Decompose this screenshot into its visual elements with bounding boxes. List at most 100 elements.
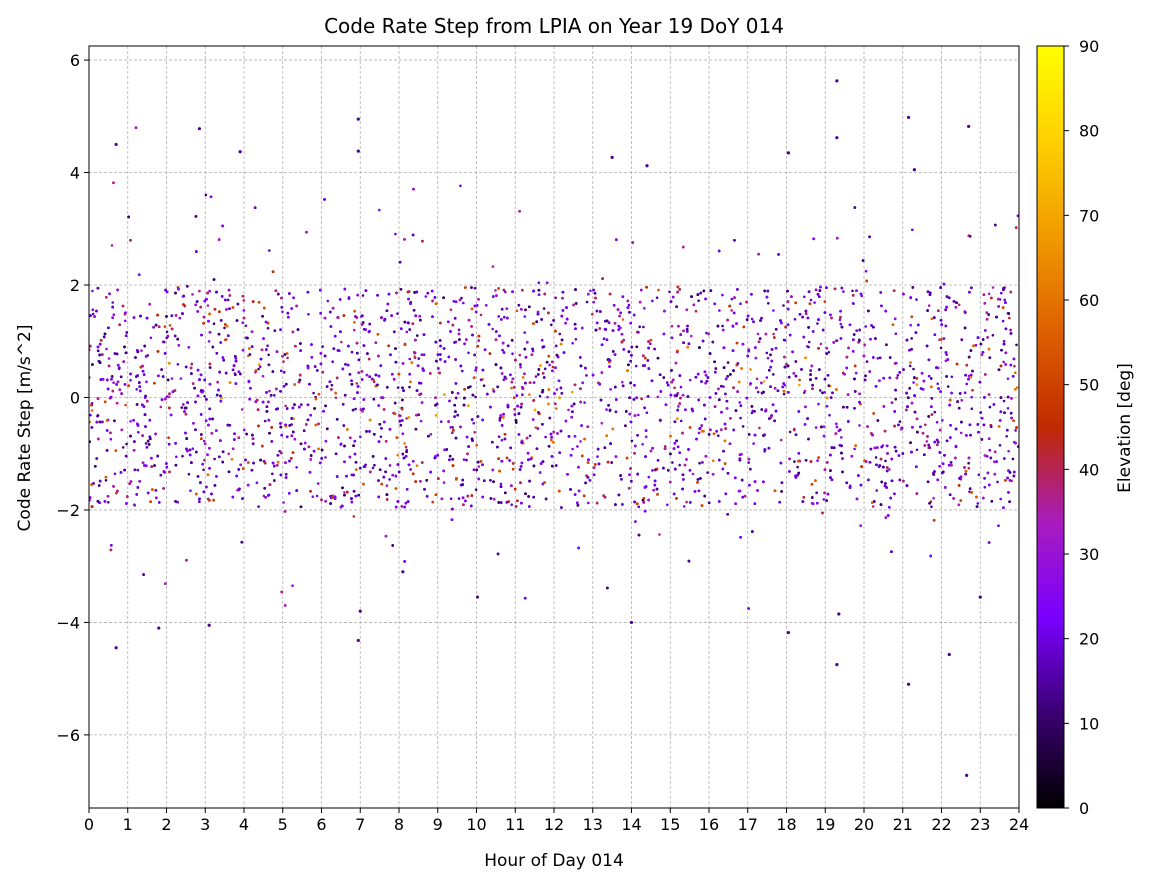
scatter-point xyxy=(546,395,549,399)
scatter-point xyxy=(1000,291,1003,295)
scatter-point xyxy=(473,286,477,290)
scatter-point xyxy=(721,324,724,328)
scatter-point xyxy=(697,431,701,435)
scatter-point xyxy=(255,481,259,485)
scatter-point xyxy=(467,351,470,355)
scatter-point xyxy=(396,453,400,457)
scatter-point xyxy=(123,319,127,323)
scatter-point xyxy=(1015,386,1019,389)
scatter-point xyxy=(915,448,919,452)
scatter-point xyxy=(278,449,282,453)
scatter-point xyxy=(202,439,206,443)
scatter-point xyxy=(876,357,880,360)
scatter-point xyxy=(531,349,535,353)
scatter-point xyxy=(838,318,842,322)
scatter-point xyxy=(758,426,761,430)
scatter-point xyxy=(295,466,298,469)
scatter-point xyxy=(477,465,481,468)
scatter-point xyxy=(677,405,680,408)
scatter-point xyxy=(136,468,140,472)
scatter-point xyxy=(537,281,541,285)
scatter-point xyxy=(388,478,391,481)
scatter-point xyxy=(721,293,724,297)
scatter-point xyxy=(198,289,201,293)
scatter-point xyxy=(129,378,132,382)
scatter-point xyxy=(203,458,206,462)
scatter-point xyxy=(1002,360,1005,364)
scatter-point xyxy=(658,533,661,536)
scatter-point xyxy=(685,500,688,504)
scatter-point xyxy=(405,330,409,334)
scatter-point xyxy=(145,464,148,468)
scatter-point xyxy=(579,440,582,443)
scatter-point xyxy=(750,317,754,321)
scatter-point xyxy=(179,377,183,380)
scatter-point xyxy=(726,361,730,364)
scatter-point xyxy=(908,364,912,368)
scatter-point xyxy=(816,459,819,462)
scatter-point xyxy=(591,312,594,316)
scatter-point xyxy=(870,501,874,504)
scatter-point xyxy=(634,364,638,368)
scatter-point xyxy=(394,232,397,236)
scatter-point xyxy=(656,395,660,399)
scatter-point xyxy=(352,328,356,332)
scatter-point xyxy=(772,309,775,312)
scatter-point xyxy=(112,381,115,385)
scatter-point xyxy=(355,468,358,471)
scatter-point xyxy=(162,340,166,344)
scatter-point xyxy=(717,434,720,438)
scatter-point xyxy=(739,302,742,306)
scatter-point xyxy=(125,442,128,446)
scatter-point xyxy=(408,385,411,389)
scatter-point xyxy=(491,388,495,391)
scatter-point xyxy=(783,339,787,342)
scatter-point xyxy=(1006,407,1010,410)
scatter-point xyxy=(592,300,595,304)
scatter-point xyxy=(571,341,574,345)
scatter-point xyxy=(263,419,267,423)
scatter-point xyxy=(491,265,495,268)
scatter-point xyxy=(361,294,365,297)
scatter-point xyxy=(894,397,897,401)
scatter-point xyxy=(835,339,838,343)
scatter-point xyxy=(212,322,216,326)
scatter-point xyxy=(860,294,863,298)
scatter-point xyxy=(643,307,646,310)
scatter-point xyxy=(668,290,671,294)
scatter-point xyxy=(378,208,381,212)
scatter-point xyxy=(1001,319,1005,323)
scatter-point xyxy=(121,446,125,449)
scatter-point xyxy=(424,295,428,298)
scatter-point xyxy=(679,419,683,423)
scatter-point xyxy=(796,465,799,469)
scatter-point xyxy=(697,299,700,303)
scatter-point xyxy=(874,456,878,459)
scatter-point xyxy=(359,435,362,439)
scatter-point xyxy=(642,325,645,329)
scatter-point xyxy=(927,374,931,378)
scatter-point xyxy=(523,315,527,318)
scatter-point xyxy=(243,428,246,432)
scatter-point xyxy=(965,382,968,386)
scatter-point xyxy=(839,322,843,326)
scatter-point xyxy=(772,373,775,376)
scatter-point xyxy=(574,338,578,341)
scatter-point xyxy=(504,290,507,294)
scatter-point xyxy=(473,431,477,434)
scatter-point xyxy=(494,289,497,292)
scatter-point xyxy=(807,340,811,344)
scatter-point xyxy=(828,413,831,417)
scatter-point xyxy=(933,410,937,414)
scatter-point xyxy=(835,422,838,426)
scatter-point xyxy=(364,463,367,467)
scatter-point xyxy=(854,371,858,375)
scatter-point xyxy=(898,420,902,423)
scatter-point xyxy=(1003,298,1006,302)
scatter-point xyxy=(673,386,676,390)
scatter-point xyxy=(105,347,108,351)
scatter-point xyxy=(267,353,271,357)
scatter-point xyxy=(619,326,622,330)
scatter-point xyxy=(534,375,538,378)
scatter-point xyxy=(544,435,547,439)
